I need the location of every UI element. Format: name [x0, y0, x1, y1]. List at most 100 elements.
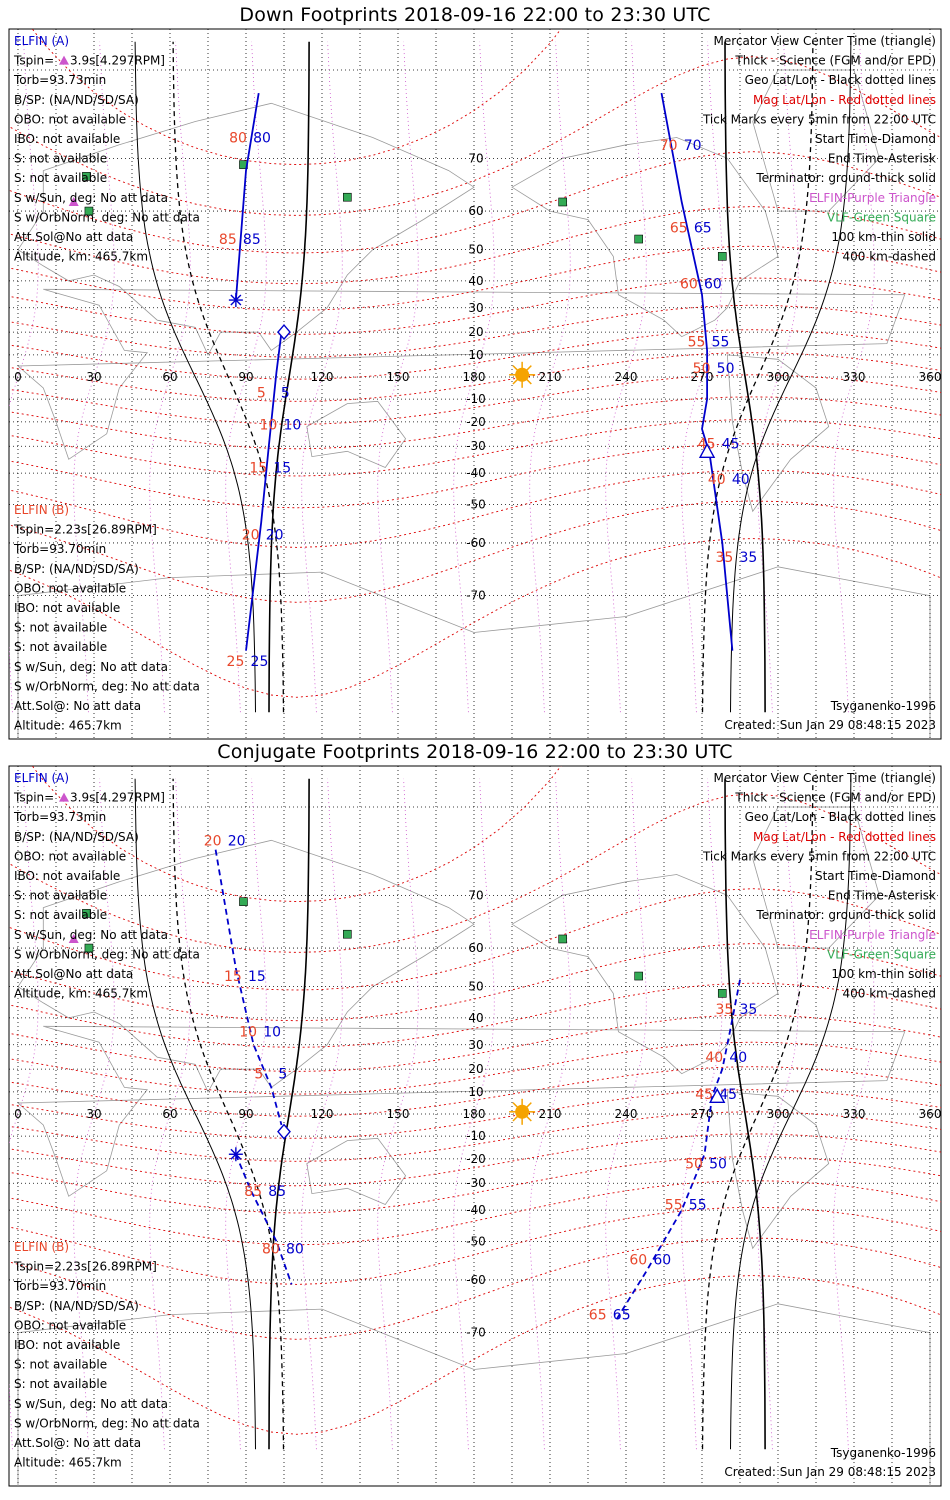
info-line: S: not available — [14, 1377, 107, 1391]
y-tick-label: 40 — [468, 274, 483, 288]
mag-meridian — [73, 778, 115, 1450]
mlat-label-blue: 85 — [243, 232, 261, 248]
model-label: Tsyganenko-1996 — [830, 1446, 936, 1460]
y-tick-label: -30 — [466, 1176, 486, 1190]
mlat-label-red: 35 — [715, 550, 733, 566]
y-tick-label: 70 — [468, 888, 483, 902]
mag-meridian — [681, 41, 723, 713]
info-line: Att.Sol@No att data — [14, 230, 133, 244]
mlat-label-blue: 60 — [704, 277, 722, 293]
mag-meridian — [225, 778, 267, 1450]
y-tick-label: 70 — [468, 151, 483, 165]
mlat-label-blue: 5 — [281, 385, 290, 401]
mag-meridian — [377, 41, 419, 713]
mlat-label-blue: 85 — [268, 1184, 286, 1200]
elfin-triangle-icon — [59, 55, 69, 65]
mlat-label-red: 10 — [239, 1025, 257, 1041]
mlat-label-red: 45 — [695, 1087, 713, 1103]
terminator-400km-line — [701, 778, 814, 1450]
mlat-label-blue: 10 — [263, 1025, 281, 1041]
footprint-track — [214, 849, 283, 1126]
terminator-400km-line — [701, 41, 814, 713]
y-tick-label: -30 — [466, 439, 486, 453]
info-line: S w/Sun, deg: No att data — [14, 191, 168, 205]
terminator-400km-line — [172, 41, 285, 713]
info-line: S w/Sun, deg: No att data — [14, 1397, 168, 1411]
coastline — [306, 400, 407, 468]
coastline — [17, 102, 475, 356]
panel-title-conjugate: Conjugate Footprints 2018-09-16 22:00 to… — [217, 741, 733, 763]
elfin-triangle-icon — [59, 792, 69, 802]
sun-icon — [515, 367, 530, 382]
info-line: Altitude, km: 465.7km — [14, 987, 148, 1001]
y-tick-label: 40 — [468, 1011, 483, 1025]
info-line: S w/OrbNorm, deg: No att data — [14, 1416, 200, 1430]
sun-icon — [515, 1104, 530, 1119]
y-tick-label: -10 — [466, 1129, 486, 1143]
terminator-line-west — [724, 778, 766, 1450]
mlat-label-red: 40 — [705, 1050, 723, 1066]
terminator-line-east — [268, 778, 310, 1450]
y-tick-label: 30 — [468, 301, 483, 315]
mag-parallel — [9, 1014, 941, 1072]
x-tick-label: 180 — [463, 370, 486, 384]
mag-parallel — [9, 1156, 941, 1214]
legend-line: Mag Lat/Lon - Red dotted lines — [753, 830, 936, 844]
info-line: S w/OrbNorm, deg: No att data — [14, 210, 200, 224]
x-tick-label: 60 — [162, 1107, 177, 1121]
y-tick-label: -50 — [466, 1234, 486, 1248]
x-tick-label: 90 — [238, 1107, 253, 1121]
mlat-label-red: 40 — [708, 472, 726, 488]
center-time-triangle — [709, 1087, 726, 1104]
info-line: Att.Sol@No att data — [14, 967, 133, 981]
info-line: 3.9s[4.297RPM] — [70, 791, 165, 805]
y-tick-label: -50 — [466, 497, 486, 511]
vlf-square — [717, 252, 727, 261]
mag-parallel — [9, 374, 941, 425]
mlat-label-blue: 10 — [283, 417, 301, 433]
info-line: S: not available — [14, 1358, 107, 1372]
mag-meridian — [757, 778, 799, 1450]
sun-ray — [525, 1115, 532, 1122]
footprint-track — [245, 331, 283, 651]
legend-line: Start Time-Diamond — [815, 869, 936, 883]
mag-parallel — [9, 1111, 941, 1162]
mlat-label-red: 10 — [259, 417, 277, 433]
y-tick-label: -70 — [466, 1326, 486, 1340]
map-frame — [8, 765, 942, 1487]
legend-line: Mag Lat/Lon - Red dotted lines — [753, 93, 936, 107]
mag-parallel — [9, 1133, 941, 1187]
mlat-label-blue: 65 — [694, 221, 712, 237]
info-line: Tspin=2.23s[26.89RPM] — [13, 523, 157, 537]
mlat-label-blue: 15 — [248, 969, 266, 985]
spacecraft-b-label: ELFIN (B) — [14, 503, 69, 517]
mag-parallel — [9, 352, 941, 402]
mlat-label-red: 65 — [589, 1308, 607, 1324]
info-line: Torb=93.73min — [13, 810, 106, 824]
x-tick-label: 330 — [843, 1107, 866, 1121]
legend-line: 400 km-dashed — [842, 250, 936, 264]
vlf-square — [558, 197, 567, 207]
info-line: Tspin=2.23s[26.89RPM] — [13, 1260, 157, 1274]
mlat-label-red: 5 — [257, 385, 266, 401]
spacecraft-a-label: ELFIN (A) — [14, 771, 69, 785]
elfin-triangle — [68, 196, 79, 206]
mlat-label-blue: 15 — [273, 460, 291, 476]
legend-line: Tick Marks every 5min from 22:00 UTC — [702, 112, 936, 126]
x-tick-label: 210 — [539, 1107, 562, 1121]
mlat-label-blue: 35 — [739, 1002, 757, 1018]
info-line: Att.Sol@: No att data — [14, 699, 141, 713]
y-tick-label: -60 — [466, 536, 486, 550]
panel-title-down: Down Footprints 2018-09-16 22:00 to 23:3… — [239, 4, 711, 26]
info-line: Torb=93.70min — [13, 1279, 106, 1293]
vlf-square — [717, 989, 727, 998]
y-tick-label: -70 — [466, 589, 486, 603]
x-tick-label: 30 — [86, 1107, 101, 1121]
mlat-label-blue: 25 — [251, 654, 269, 670]
mag-parallel — [9, 419, 941, 477]
legend-line: VLF-Green Square — [827, 210, 936, 224]
info-line: IBO: not available — [14, 1338, 120, 1352]
x-tick-label: 90 — [238, 370, 253, 384]
created-label: Created: Sun Jan 29 08:48:15 2023 — [724, 718, 936, 732]
mag-parallel — [9, 1089, 941, 1139]
